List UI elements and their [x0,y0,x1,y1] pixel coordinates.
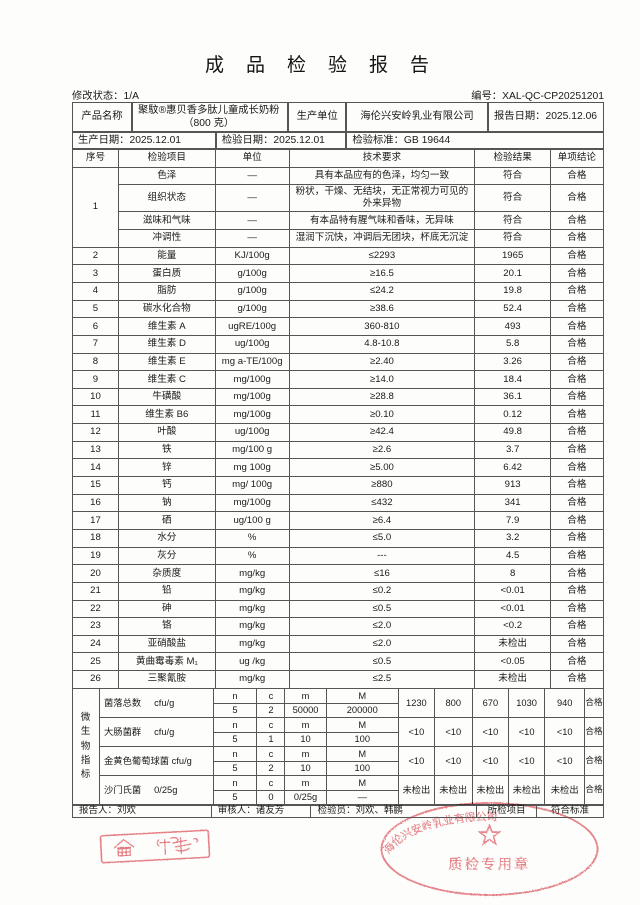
svg-text:质检专用章: 质检专用章 [448,854,531,874]
